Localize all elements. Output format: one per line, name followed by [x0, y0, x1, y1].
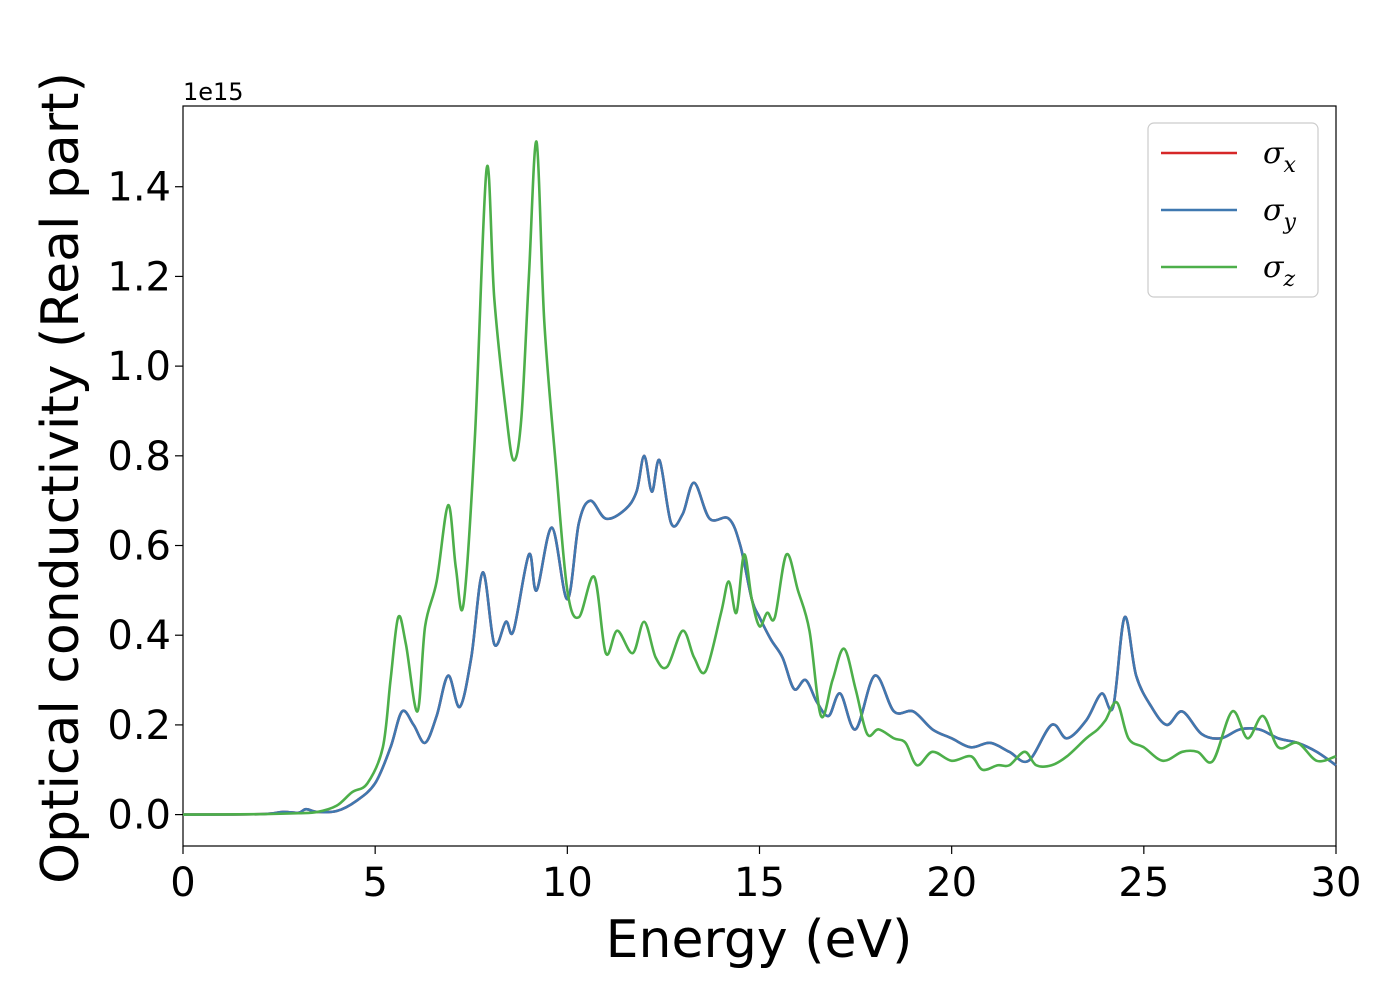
y-tick-label: 0.0 — [107, 793, 171, 839]
x-tick-label: 15 — [734, 860, 785, 906]
x-tick-label: 0 — [170, 860, 195, 906]
series-line-y — [182, 454, 1337, 816]
plot-frame — [182, 105, 1337, 847]
x-axis-title: Energy (eV) — [606, 910, 913, 970]
y-tick-label: 1.2 — [107, 254, 171, 300]
y-tick-label: 0.8 — [107, 434, 171, 480]
x-tick-label: 5 — [362, 860, 387, 906]
y-tick-label: 1.4 — [107, 165, 171, 211]
y-tick-label: 0.6 — [107, 524, 171, 570]
x-tick-label: 25 — [1118, 860, 1169, 906]
plot-area — [182, 105, 1337, 847]
y-tick-label: 1.0 — [107, 344, 171, 390]
x-tick-label: 20 — [926, 860, 977, 906]
y-tick-label: 0.4 — [107, 613, 171, 659]
series-line-z — [182, 140, 1337, 816]
series-layer — [182, 140, 1337, 816]
x-axis: 0 5 10 15 20 25 30 — [170, 846, 1361, 906]
y-axis: 0.0 0.2 0.4 0.6 0.8 1.0 1.2 1.4 — [107, 165, 183, 839]
y-offset-label: 1e15 — [183, 78, 244, 106]
y-axis-title: Optical conductivity (Real part) — [31, 72, 91, 884]
y-tick-label: 0.2 — [107, 703, 171, 749]
x-tick-label: 30 — [1311, 860, 1362, 906]
x-tick-label: 10 — [542, 860, 593, 906]
